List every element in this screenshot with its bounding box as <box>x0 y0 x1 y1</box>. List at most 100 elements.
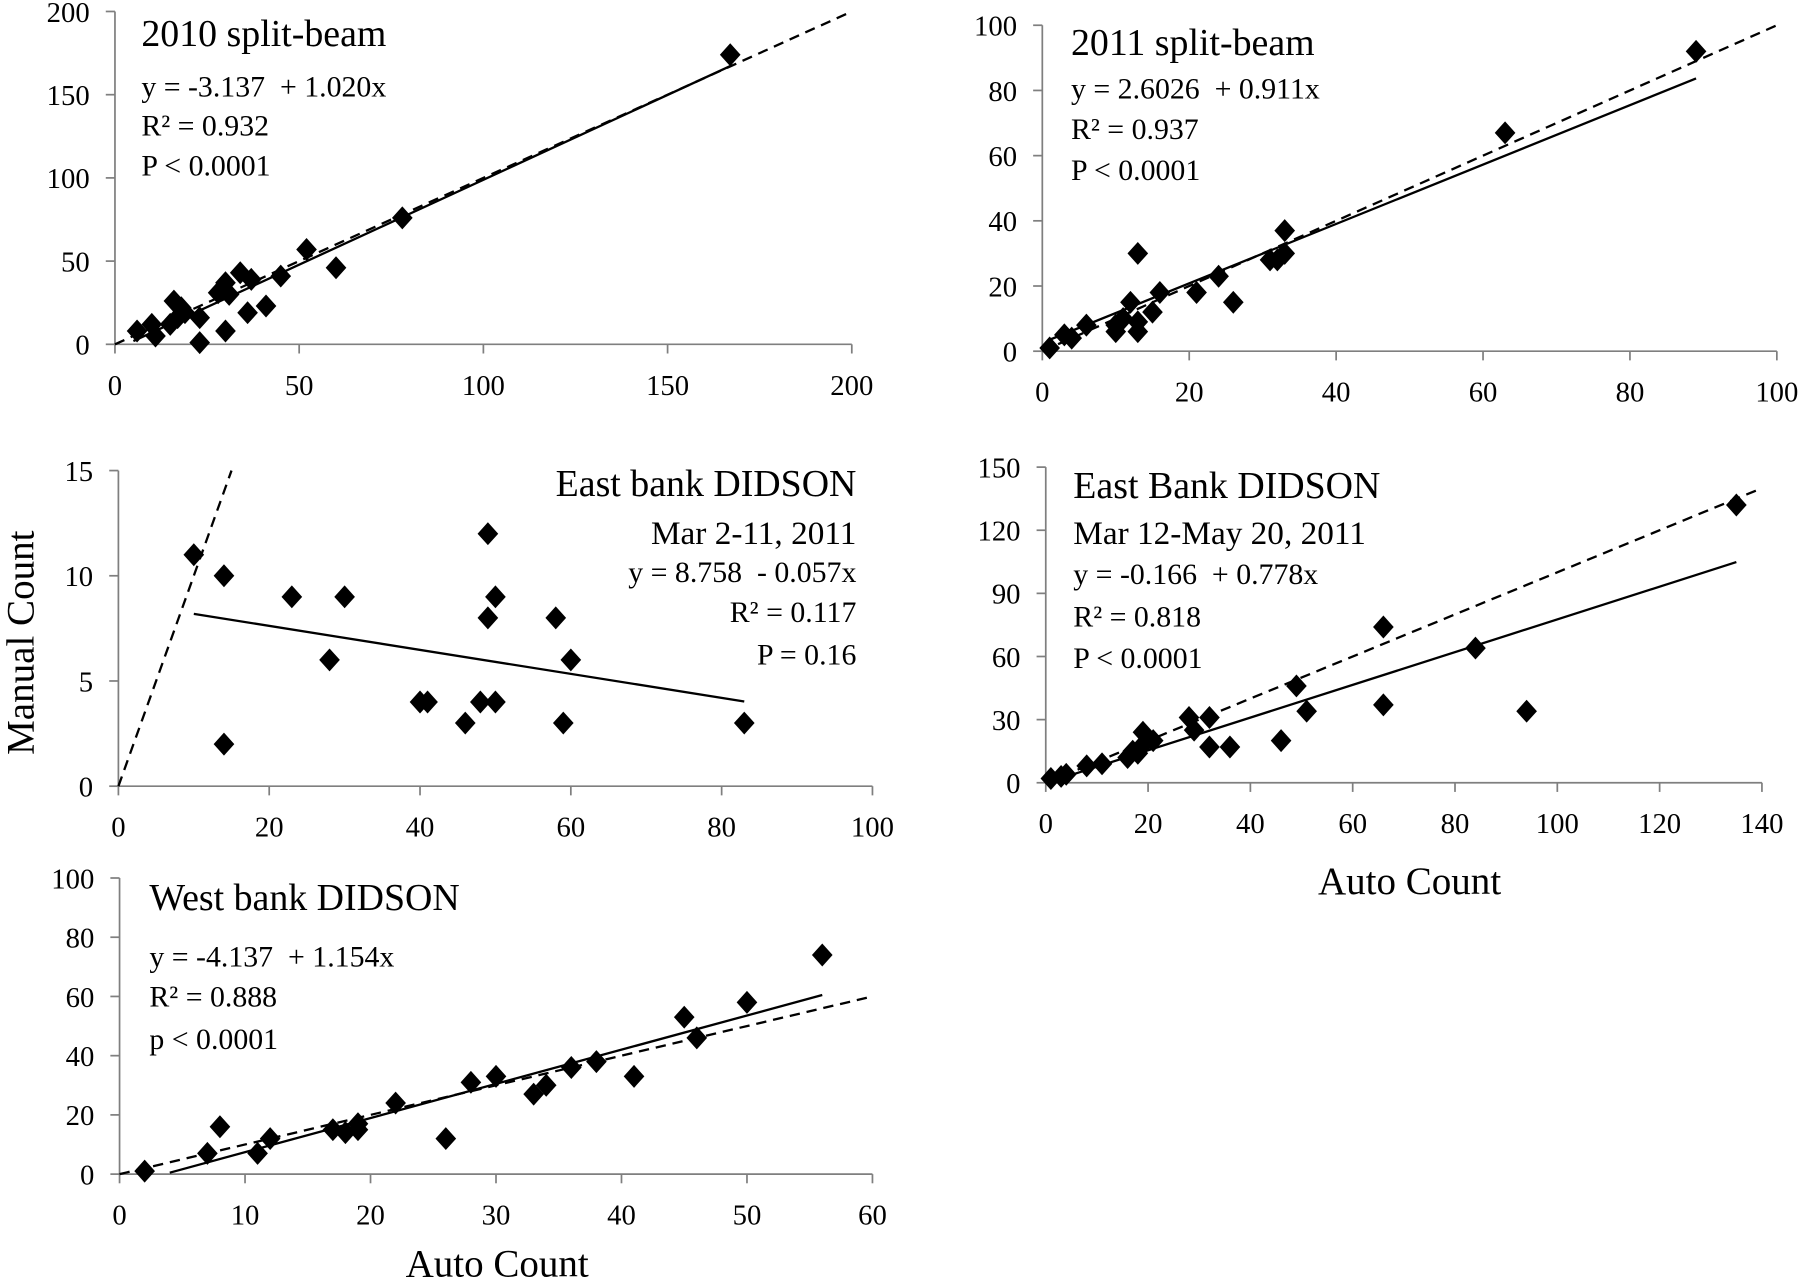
x-tick-label: 20 <box>1175 377 1204 409</box>
data-point <box>686 1026 708 1050</box>
x-tick-label: 0 <box>1035 377 1049 409</box>
y-tick-label: 40 <box>988 206 1017 238</box>
y-tick-label: 20 <box>988 271 1017 303</box>
y-tick-label: 50 <box>61 246 90 278</box>
r-squared-label: R² = 0.888 <box>149 981 277 1014</box>
x-tick-label: 150 <box>646 370 689 402</box>
r-squared-label: R² = 0.818 <box>1073 601 1201 634</box>
x-tick-label: 0 <box>111 812 125 844</box>
data-point <box>1127 241 1149 265</box>
panel-2010-split-beam: 0 50 100 150 200 0 50 100 150 200 2010 split-beam y… <box>47 0 874 402</box>
x-tick-label: 100 <box>851 812 894 844</box>
data-point <box>215 319 236 343</box>
y-tick-label: 0 <box>80 1159 94 1191</box>
data-point <box>435 1127 457 1151</box>
data-point <box>1076 754 1098 778</box>
x-tick-label: 40 <box>406 812 435 844</box>
data-point <box>209 1115 231 1139</box>
y-tick-label: 40 <box>66 1041 95 1073</box>
fit-line <box>193 612 745 703</box>
x-tick-label: 100 <box>1536 808 1579 840</box>
panel-title: West bank DIDSON <box>149 877 459 919</box>
y-tick-label: 0 <box>75 330 89 362</box>
x-tick-label: 140 <box>1740 808 1783 840</box>
data-point <box>1149 281 1171 305</box>
p-value-label: P < 0.0001 <box>1071 154 1200 187</box>
data-point <box>673 1005 695 1029</box>
data-point <box>719 43 741 67</box>
data-point <box>1219 735 1241 759</box>
y-tick-label: 100 <box>974 11 1017 43</box>
panel-subtitle: Mar 2-11, 2011 <box>651 515 856 552</box>
x-tick-label: 0 <box>108 370 122 402</box>
r-squared-label: R² = 0.937 <box>1071 113 1199 146</box>
data-point <box>218 282 240 306</box>
data-point <box>1183 718 1205 742</box>
data-point <box>159 312 181 336</box>
y-tick-label: 100 <box>51 863 94 895</box>
x-axis-title: Auto Count <box>1318 860 1501 903</box>
x-tick-label: 50 <box>733 1200 762 1232</box>
y-tick-label: 150 <box>977 452 1020 484</box>
x-tick-label: 50 <box>285 370 314 402</box>
data-point <box>417 690 438 714</box>
data-point <box>1127 320 1149 344</box>
data-point <box>1373 693 1394 717</box>
data-point <box>259 1127 281 1151</box>
data-point <box>1270 729 1292 753</box>
data-point <box>1061 326 1083 350</box>
x-tick-label: 30 <box>482 1200 511 1232</box>
data-point <box>623 1064 645 1088</box>
y-tick-label: 100 <box>47 163 90 195</box>
x-tick-label: 80 <box>1441 808 1470 840</box>
x-tick-label: 20 <box>255 812 284 844</box>
data-point <box>255 294 277 318</box>
x-tick-label: 40 <box>1236 808 1265 840</box>
data-point <box>552 711 574 735</box>
x-tick-label: 10 <box>231 1200 260 1232</box>
data-point <box>1142 300 1163 324</box>
y-tick-label: 0 <box>1003 337 1017 369</box>
data-point <box>183 543 205 567</box>
x-tick-label: 80 <box>1616 377 1645 409</box>
data-point <box>1373 615 1394 639</box>
y-tick-label: 60 <box>66 982 95 1014</box>
data-point <box>237 301 258 325</box>
data-point <box>319 648 340 672</box>
panel-east-bank-didson-mar-12-may-20: 0 20 40 60 80 100 120 140 0 30 60 90 120 150 East Bank… <box>977 452 1783 903</box>
data-point <box>733 711 755 735</box>
regression-equation: y = -3.137 + 1.020x <box>141 70 386 103</box>
data-point <box>1274 219 1296 243</box>
data-point <box>454 711 476 735</box>
data-point <box>189 331 211 355</box>
data-point <box>485 690 506 714</box>
y-tick-label: 60 <box>988 141 1017 173</box>
data-point <box>545 606 567 630</box>
data-point <box>334 585 355 609</box>
panel-title: 2010 split-beam <box>141 13 386 55</box>
data-point <box>229 261 251 285</box>
y-tick-label: 10 <box>64 561 93 593</box>
panel-title: East bank DIDSON <box>556 463 857 505</box>
x-tick-label: 100 <box>462 370 505 402</box>
x-tick-label: 40 <box>607 1200 636 1232</box>
reference-line <box>1045 487 1763 784</box>
x-tick-label: 80 <box>707 812 736 844</box>
y-tick-label: 60 <box>992 642 1021 674</box>
p-value-label: P < 0.0001 <box>141 150 270 183</box>
x-tick-label: 20 <box>1134 808 1163 840</box>
x-tick-label: 40 <box>1322 377 1351 409</box>
data-point <box>174 301 196 325</box>
data-point <box>325 256 347 280</box>
y-tick-label: 0 <box>1006 768 1020 800</box>
data-point <box>134 1159 155 1183</box>
data-point <box>1105 320 1127 344</box>
panel-title: East Bank DIDSON <box>1073 465 1380 507</box>
data-point <box>1186 281 1207 305</box>
regression-equation: y = 8.758 - 0.057x <box>628 556 856 589</box>
x-tick-label: 60 <box>858 1200 887 1232</box>
x-tick-label: 60 <box>556 812 585 844</box>
reference-line <box>1041 24 1778 353</box>
